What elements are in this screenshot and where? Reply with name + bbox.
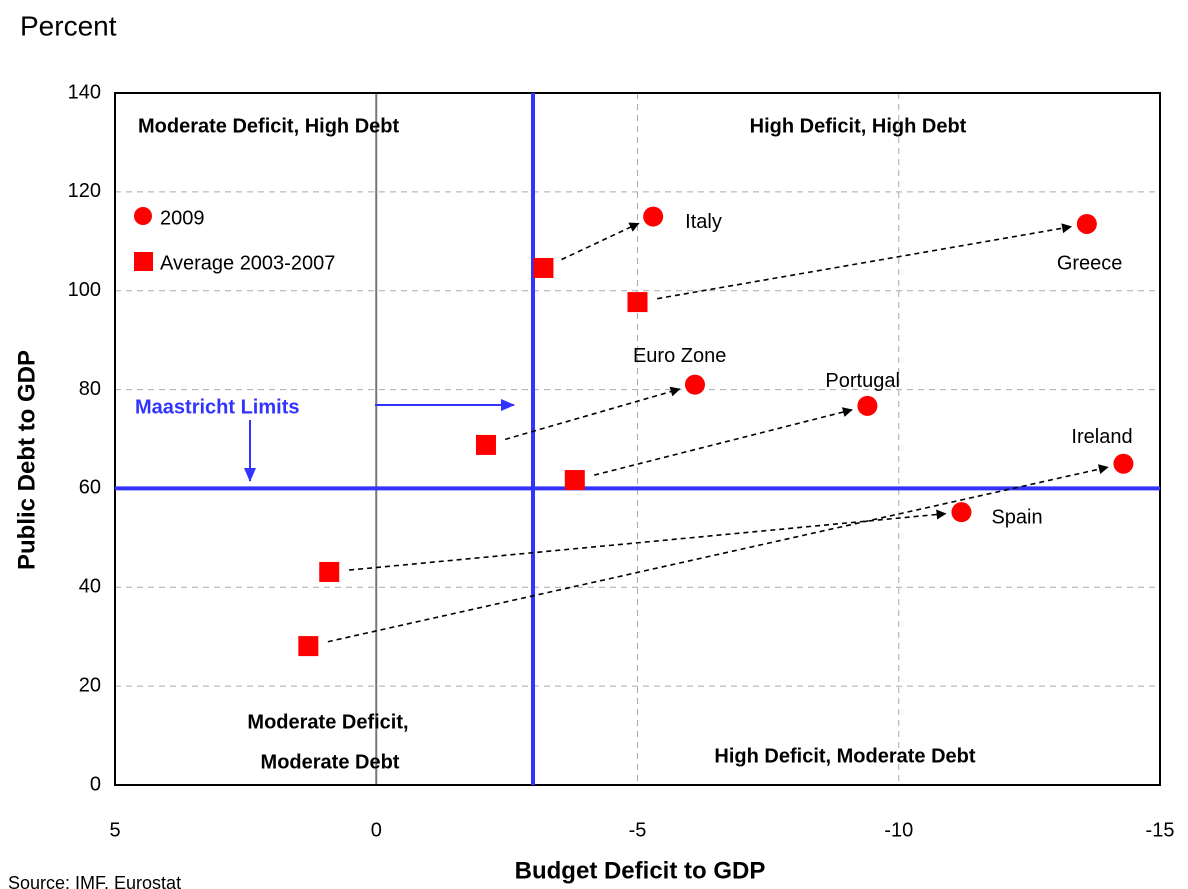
y-tick-label: 100 <box>68 279 101 301</box>
x-axis-label: Budget Deficit to GDP <box>515 857 766 884</box>
y-tick-label: 0 <box>90 773 101 795</box>
y-tick-label: 60 <box>79 477 101 499</box>
limit-label: Maastricht Limits <box>135 396 299 418</box>
change-arrow <box>327 464 1109 643</box>
plot-frame <box>114 92 1161 786</box>
point-label: Spain <box>991 506 1042 528</box>
point <box>951 502 972 523</box>
point <box>1076 213 1097 234</box>
point-label: Portugal <box>825 370 900 392</box>
point <box>684 374 705 395</box>
point <box>564 470 585 491</box>
y-axis-label: Public Debt to GDP <box>13 350 40 570</box>
point <box>319 561 340 582</box>
y-tick-label: 120 <box>68 180 101 202</box>
legend-marker <box>134 207 152 225</box>
point <box>627 292 648 313</box>
y-tick-label: 40 <box>79 576 101 598</box>
source: Source: IMF, Eurostat <box>8 873 181 889</box>
x-tick-label: 0 <box>371 819 382 841</box>
y-tick-label: 80 <box>79 378 101 400</box>
chart-title: Percent <box>20 10 117 41</box>
y-tick-label: 20 <box>79 674 101 696</box>
quadrant-label: Moderate Deficit, <box>247 711 408 733</box>
quadrant-label: High Deficit, High Debt <box>750 115 967 137</box>
quadrant-label: Moderate Deficit, High Debt <box>138 115 399 137</box>
change-arrow <box>349 509 947 571</box>
point <box>298 636 319 657</box>
point-label: Italy <box>685 211 722 233</box>
legend-label: 2009 <box>160 207 205 229</box>
point-label: Ireland <box>1071 426 1132 448</box>
legend-label: Average 2003-2007 <box>160 252 335 274</box>
point <box>857 395 878 416</box>
quadrant-label: Moderate Debt <box>261 751 400 773</box>
point <box>643 206 664 227</box>
change-arrow <box>504 386 681 441</box>
point <box>1113 453 1134 474</box>
y-tick-label: 140 <box>68 81 101 103</box>
x-tick-label: 5 <box>109 819 120 841</box>
quadrant-label: High Deficit, Moderate Debt <box>714 745 975 767</box>
change-arrow <box>593 407 853 476</box>
x-tick-label: -5 <box>629 819 647 841</box>
point <box>475 434 496 455</box>
point <box>533 257 554 278</box>
legend-marker <box>134 252 153 271</box>
change-arrow <box>561 222 640 261</box>
point-label: Greece <box>1057 252 1123 274</box>
change-arrow <box>657 223 1073 300</box>
x-tick-label: -10 <box>884 819 913 841</box>
x-tick-label: -15 <box>1146 819 1175 841</box>
point-label: Euro Zone <box>633 345 726 367</box>
